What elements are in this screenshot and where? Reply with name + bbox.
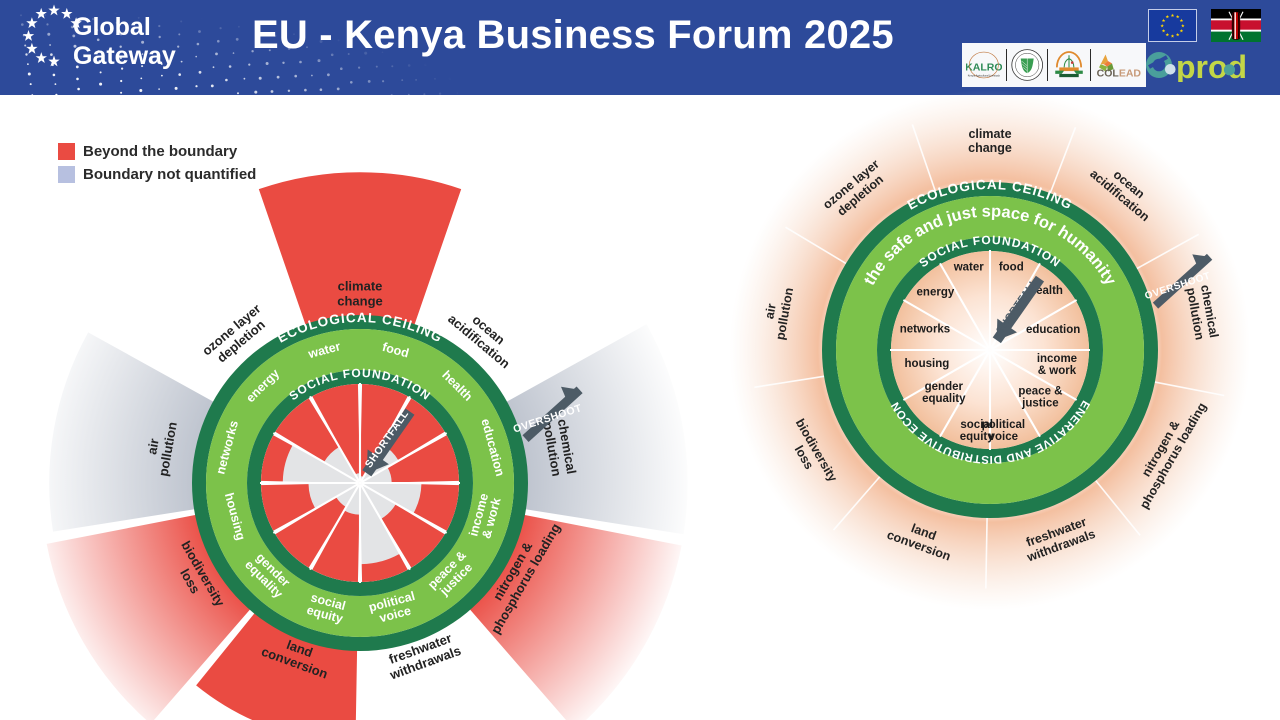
svg-text:genderequality: genderequality bbox=[922, 381, 966, 405]
svg-text:education: education bbox=[1026, 324, 1080, 336]
svg-text:networks: networks bbox=[900, 324, 951, 336]
svg-text:peace &justice: peace &justice bbox=[1018, 385, 1062, 409]
svg-text:food: food bbox=[999, 262, 1024, 274]
svg-text:income& work: income& work bbox=[1037, 353, 1077, 377]
svg-text:housing: housing bbox=[905, 358, 950, 370]
svg-text:socialequity: socialequity bbox=[960, 419, 994, 443]
svg-text:energy: energy bbox=[917, 286, 955, 298]
svg-text:prod: prod bbox=[1176, 49, 1247, 82]
svg-text:COLEAD: COLEAD bbox=[1097, 67, 1142, 79]
svg-text:water: water bbox=[953, 262, 985, 274]
svg-text:Kenya Agricultural Livestock: Kenya Agricultural Livestock bbox=[968, 73, 1001, 77]
